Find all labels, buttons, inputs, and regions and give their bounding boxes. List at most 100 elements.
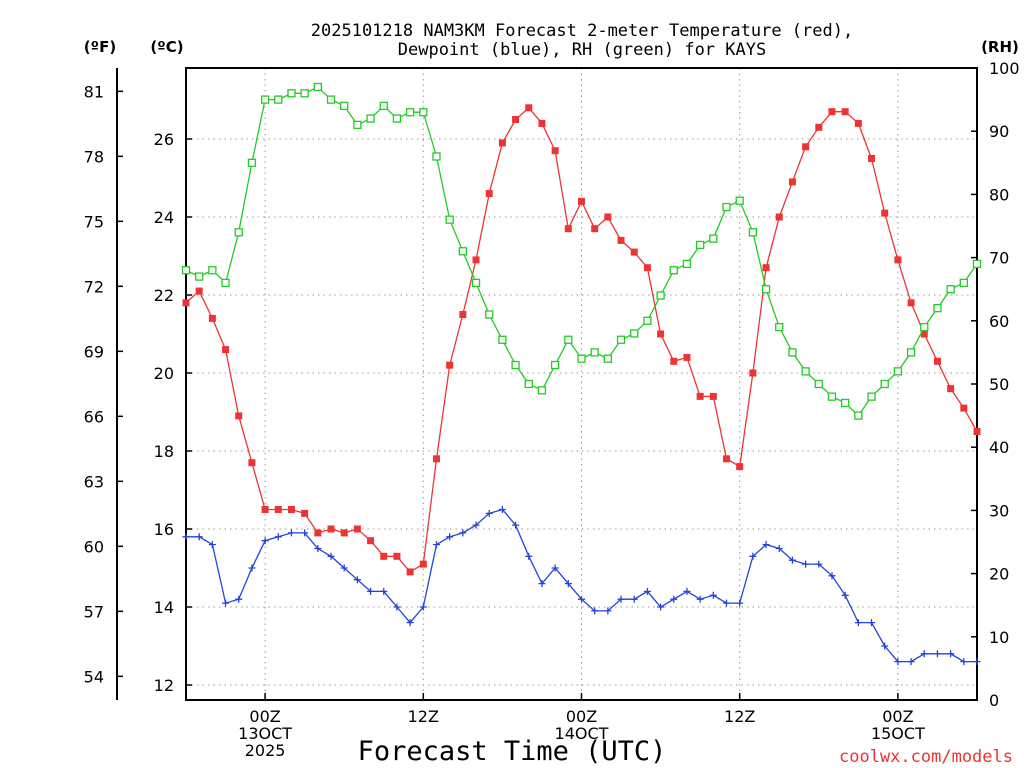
rh-point bbox=[432, 152, 441, 161]
dewpoint-point bbox=[380, 587, 388, 595]
rh-point bbox=[880, 379, 889, 389]
temperature-point bbox=[643, 264, 651, 272]
dewpoint-point bbox=[419, 603, 427, 611]
celsius-tick-label: 16 bbox=[154, 520, 174, 539]
temperature-point bbox=[551, 147, 559, 155]
dewpoint-point bbox=[195, 533, 203, 541]
dewpoint-point bbox=[683, 587, 691, 595]
fahrenheit-tick-label: 78 bbox=[84, 147, 104, 166]
rh-point bbox=[537, 386, 547, 395]
dewpoint-point bbox=[723, 599, 731, 607]
dewpoint-point bbox=[498, 506, 506, 513]
rh-point bbox=[788, 348, 797, 357]
dewpoint-point bbox=[894, 658, 902, 666]
temperature-point bbox=[538, 119, 546, 127]
rh-point bbox=[906, 348, 916, 357]
dewpoint-point bbox=[367, 587, 375, 595]
grid-lines bbox=[186, 68, 977, 700]
rh-tick-label: 0 bbox=[989, 691, 999, 710]
temperature-point bbox=[736, 463, 744, 471]
dewpoint-point bbox=[841, 591, 849, 599]
dewpoint-point bbox=[828, 572, 836, 580]
temperature-point bbox=[749, 369, 757, 377]
series-temperature bbox=[182, 104, 981, 576]
fahrenheit-tick-label: 75 bbox=[84, 212, 104, 231]
rh-point bbox=[801, 367, 810, 376]
rh-point bbox=[471, 278, 481, 288]
dewpoint-point bbox=[261, 537, 269, 545]
temperature-point bbox=[208, 314, 216, 322]
axes: 54 57 60 63 66 69 72 75 78 81 12 14 16 18 20 22 24 26 0 10 2… bbox=[84, 59, 1020, 760]
series-rh bbox=[181, 82, 982, 420]
rh-point bbox=[933, 304, 942, 313]
rh-point bbox=[405, 108, 415, 117]
fahrenheit-tick-label: 63 bbox=[84, 472, 104, 491]
dewpoint-point bbox=[512, 521, 520, 529]
temperature-point bbox=[432, 455, 440, 463]
dewpoint-point bbox=[301, 529, 309, 537]
x-tick-label: 2025 bbox=[245, 741, 286, 760]
fahrenheit-tick-label: 66 bbox=[84, 407, 104, 426]
dewpoint-point bbox=[327, 552, 335, 560]
rh-point bbox=[458, 247, 468, 256]
rh-point bbox=[485, 310, 494, 319]
temperature-point bbox=[670, 357, 678, 365]
rh-point bbox=[972, 259, 982, 269]
temperature-point bbox=[907, 299, 915, 307]
dewpoint-point bbox=[353, 576, 361, 584]
rh-point bbox=[313, 82, 322, 92]
x-tick-label: 00Z bbox=[249, 707, 280, 726]
dewpoint-point bbox=[459, 529, 467, 537]
x-tick-label: 14OCT bbox=[555, 724, 609, 743]
rh-point bbox=[379, 101, 388, 111]
dewpoint-point bbox=[208, 541, 216, 549]
rh-point bbox=[709, 234, 718, 243]
temperature-point bbox=[367, 537, 375, 545]
temperature-point bbox=[709, 392, 717, 400]
celsius-tick-label: 14 bbox=[154, 598, 174, 617]
rh-point bbox=[946, 285, 955, 294]
rh-point bbox=[340, 101, 349, 111]
rh-unit-label: (RH) bbox=[981, 38, 1019, 56]
rh-point bbox=[419, 108, 428, 117]
temperature-point bbox=[393, 552, 401, 560]
temperature-point bbox=[960, 404, 968, 412]
rh-point bbox=[761, 285, 771, 294]
x-tick-label: 00Z bbox=[566, 707, 597, 726]
temperature-point bbox=[512, 116, 520, 123]
rh-point bbox=[630, 329, 639, 338]
dewpoint-point bbox=[446, 533, 454, 541]
rh-tick-label: 80 bbox=[989, 185, 1009, 204]
rh-tick-label: 100 bbox=[989, 59, 1020, 78]
fahrenheit-tick-label: 54 bbox=[84, 667, 104, 686]
dewpoint-point bbox=[709, 591, 717, 599]
rh-point bbox=[775, 322, 784, 332]
temperature-point bbox=[314, 529, 322, 537]
x-tick-label: 00Z bbox=[882, 707, 913, 726]
dewpoint-point bbox=[432, 541, 440, 549]
rh-point bbox=[722, 202, 731, 212]
dewpoint-point bbox=[591, 607, 599, 615]
temperature-point bbox=[973, 428, 981, 435]
rh-point bbox=[893, 367, 903, 376]
rh-point bbox=[221, 278, 230, 288]
temperature-point bbox=[485, 190, 493, 198]
dewpoint-point bbox=[920, 650, 928, 658]
chart-title-line1: 2025101218 NAM3KM Forecast 2-meter Tempe… bbox=[311, 21, 853, 41]
rh-tick-label: 90 bbox=[989, 122, 1009, 141]
fahrenheit-tick-label: 81 bbox=[84, 82, 104, 101]
temperature-point bbox=[696, 392, 704, 400]
celsius-tick-label: 24 bbox=[154, 208, 174, 227]
dewpoint-point bbox=[762, 541, 770, 549]
rh-point bbox=[300, 89, 309, 98]
temperature-point bbox=[195, 287, 203, 295]
temperature-point bbox=[854, 119, 862, 127]
rh-point bbox=[511, 360, 520, 370]
dewpoint-point bbox=[538, 580, 546, 588]
rh-point bbox=[841, 398, 850, 408]
dewpoint-point bbox=[630, 595, 638, 603]
chart-title-line2: Dewpoint (blue), RH (green) for KAYS bbox=[398, 40, 766, 60]
temperature-point bbox=[380, 552, 388, 560]
temperature-point bbox=[947, 385, 955, 393]
x-tick-label: 15OCT bbox=[871, 724, 925, 743]
